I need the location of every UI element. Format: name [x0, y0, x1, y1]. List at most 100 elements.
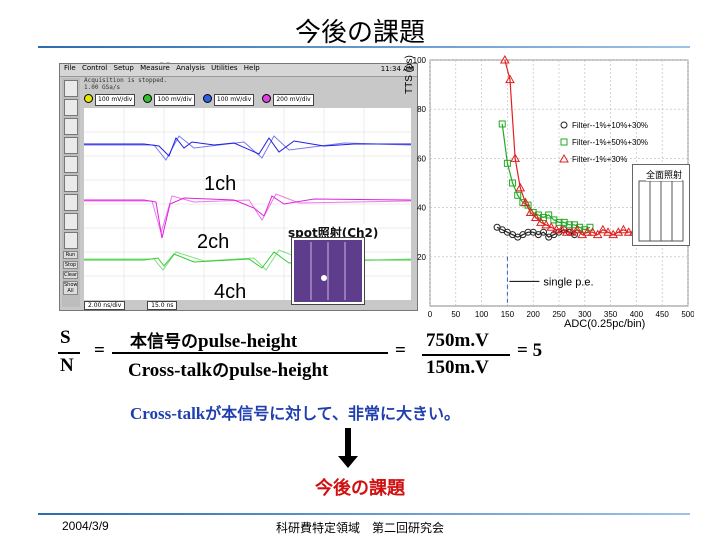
trace-1ch-b	[84, 135, 412, 161]
channel-dot	[202, 94, 212, 103]
oscilloscope-screenshot: File Control Setup Measure Analysis Util…	[59, 63, 418, 311]
denominator-text-1: Cross-talk	[128, 360, 213, 381]
data-point-triangle	[551, 224, 562, 234]
x-tick-label: 350	[604, 310, 618, 319]
denominator-cjk: の	[212, 361, 230, 381]
scope-menu-item: File	[64, 64, 76, 72]
spot-pmt-graphic	[310, 242, 346, 300]
data-point-square	[550, 216, 558, 224]
trace-2ch-b	[84, 193, 412, 235]
fraction-bar-main	[112, 352, 388, 354]
full-pmt-graphic	[638, 180, 684, 242]
scope-menu-item: Utilities	[211, 64, 238, 72]
scope-channel-bar: 100 mV/div 100 mV/div 100 mV/div 200 mV/…	[84, 94, 404, 106]
data-point-triangle	[499, 54, 510, 64]
data-point-triangle	[541, 219, 551, 229]
formula-numerator: 本信号のpulse-height	[130, 327, 297, 353]
scope-toolbar: Run Stop Clear Show All	[62, 78, 80, 307]
channel-dot	[84, 94, 93, 103]
scope-show-all-button: Show All	[63, 281, 78, 295]
scope-tool-icon	[64, 213, 78, 230]
data-point-triangle	[530, 212, 541, 221]
data-point-square	[560, 218, 568, 226]
data-point-triangle	[556, 224, 567, 234]
data-point-square	[498, 120, 506, 128]
data-point-square	[503, 159, 511, 167]
x-tick-label: 400	[630, 310, 644, 319]
y-axis-label: TTS (ps)	[404, 55, 415, 94]
scope-tool-icon	[64, 80, 78, 97]
data-point-triangle	[623, 227, 634, 236]
data-point-circle	[524, 228, 532, 236]
numerator-text: pulse-height	[198, 331, 298, 352]
channel-dot	[143, 94, 153, 103]
full-illumination-label: 全面照射	[646, 168, 683, 181]
channel-readout: 200 mV/div	[273, 94, 314, 106]
data-point-triangle	[505, 74, 515, 84]
y-tick-labels: 20 40 60 80 100	[413, 56, 427, 262]
scope-tool-icon	[64, 137, 78, 154]
data-point-triangle	[515, 182, 526, 192]
down-arrow-icon	[338, 456, 358, 468]
data-point-square	[514, 191, 522, 199]
formula-n: N	[60, 355, 74, 376]
data-point-triangle	[582, 227, 593, 236]
down-arrow-shaft	[345, 428, 351, 458]
scope-tool-icon	[64, 156, 78, 173]
scope-menu-item: Help	[243, 64, 260, 72]
footer-title: 科研費特定領域 第二回研究会	[275, 521, 444, 535]
channel-readout: 100 mV/div	[95, 94, 136, 106]
denominator-text-2: pulse-height	[229, 360, 329, 381]
data-point-triangle	[546, 222, 557, 231]
scope-menu-item: Control	[81, 64, 108, 72]
formula-result: = 5	[517, 340, 543, 361]
spot-illumination-diagram	[291, 237, 365, 305]
x-tick-label: 300	[578, 310, 592, 319]
y-tick-label: 40	[417, 204, 426, 213]
comment-text-1: Cross-talk	[130, 404, 206, 423]
channel-label-2ch: 2ch	[197, 231, 229, 253]
data-point-square	[509, 179, 517, 187]
data-point-triangle	[597, 224, 608, 234]
scope-menu-item: Setup	[113, 64, 134, 72]
y-tick-label: 100	[413, 56, 427, 65]
data-point-circle	[540, 228, 548, 236]
delay-readout: 15.0 ns	[147, 301, 178, 310]
data-point-square	[565, 221, 573, 229]
scope-clock: 11:34 AM	[380, 65, 414, 73]
spot-marker	[321, 275, 327, 281]
formula-equals: =	[94, 340, 105, 361]
scope-run-button: Run	[63, 251, 78, 259]
x-tick-label: 150	[501, 310, 515, 319]
x-tick-label: 450	[656, 310, 670, 319]
data-point-circle	[570, 231, 578, 239]
channel-label-1ch: 1ch	[204, 173, 236, 195]
x-axis-label: ADC(0.25pc/bin)	[564, 318, 645, 330]
scope-tool-icon	[64, 232, 78, 249]
channel-readout: 100 mV/div	[154, 94, 195, 106]
timebase-readout: 2.00 ns/div	[84, 301, 126, 310]
x-tick-label: 50	[451, 310, 460, 319]
data-point-square	[545, 211, 553, 219]
legend-label: Filter--1%+50%+30%	[572, 138, 648, 147]
numerator-value: 750m.V	[426, 330, 489, 351]
data-point-triangle	[603, 227, 613, 236]
scope-menu-item: Analysis	[176, 64, 205, 72]
denominator-value: 150m.V	[426, 357, 489, 378]
data-point-square	[540, 213, 548, 221]
data-point-square	[586, 223, 594, 231]
y-tick-label: 80	[417, 105, 426, 114]
data-point-triangle	[587, 227, 598, 236]
legend-marker	[560, 138, 568, 146]
x-tick-label: 500	[681, 310, 694, 319]
data-point-triangle	[618, 224, 629, 234]
legend-label: Filter--1%+30%	[572, 155, 627, 164]
chart-grid	[429, 59, 689, 306]
formula-denominator: Cross-talkのpulse-height	[128, 356, 328, 382]
footer-date: 2004/3/9	[62, 519, 109, 533]
data-point-triangle	[561, 227, 572, 236]
x-tick-label: 200	[527, 310, 541, 319]
data-point-triangle	[525, 207, 536, 217]
scope-stop-button: Stop	[63, 261, 78, 269]
comment-text-2: が本信号に対して、非常に大きい。	[205, 404, 460, 423]
